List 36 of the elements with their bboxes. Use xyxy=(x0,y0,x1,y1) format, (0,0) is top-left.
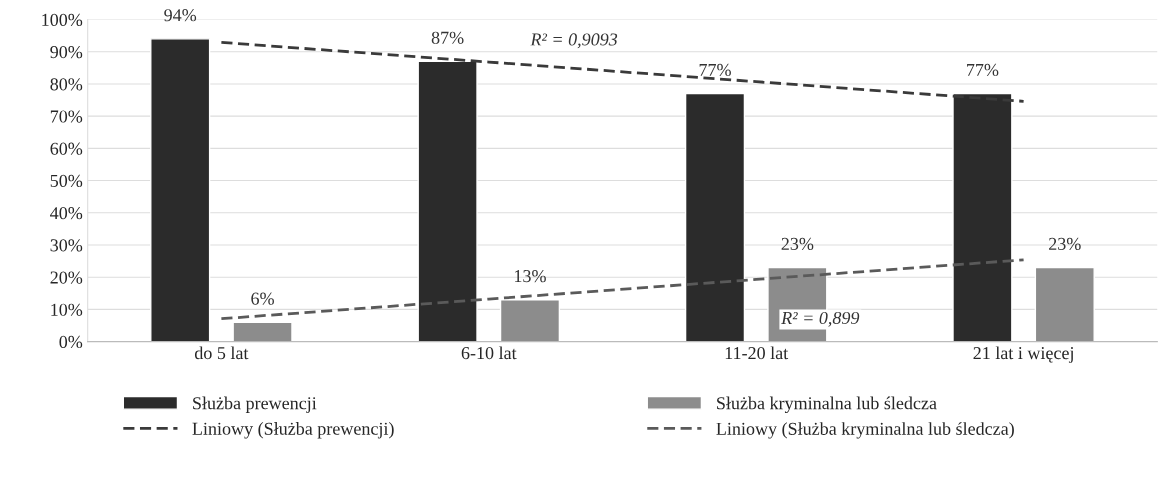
annotation: R² = 0,899 xyxy=(781,311,860,327)
y-tick-label: 40% xyxy=(50,207,83,220)
bar xyxy=(684,92,746,342)
y-tick-label: 0% xyxy=(59,335,83,349)
data-label: 94% xyxy=(164,9,197,22)
data-label: 77% xyxy=(967,63,999,77)
annotation: R² = 0,9093 xyxy=(530,33,618,49)
data-label: 23% xyxy=(781,237,814,251)
y-tick-label: 10% xyxy=(51,303,83,316)
data-label: 87% xyxy=(431,31,464,44)
legend-label: Liniowy (Służba prewencji) xyxy=(192,422,394,439)
x-tick-label: 11-20 lat xyxy=(725,346,789,360)
bar xyxy=(232,321,293,342)
y-tick-label: 50% xyxy=(50,174,83,188)
x-tick-label: 21 lat i więcej xyxy=(973,346,1073,363)
x-tick-label: 6-10 lat xyxy=(461,346,517,360)
y-tick-label: 20% xyxy=(50,271,83,284)
bar xyxy=(1034,266,1095,342)
data-label: 6% xyxy=(251,292,274,305)
y-tick-label: 30% xyxy=(50,239,83,252)
y-tick-label: 90% xyxy=(50,45,83,59)
x-tick-label: do 5 lat xyxy=(194,346,249,360)
bar xyxy=(952,92,1013,342)
data-label: 13% xyxy=(515,269,546,283)
y-tick-label: 100% xyxy=(42,13,83,27)
legend-label: Liniowy (Służba kryminalna lub śledcza) xyxy=(716,422,1014,439)
legend-label: Służba prewencji xyxy=(193,396,317,413)
data-label: 23% xyxy=(1049,237,1081,251)
y-tick-label: 60% xyxy=(50,142,83,155)
y-tick-label: 70% xyxy=(50,110,83,123)
legend-label: Służba kryminalna lub śledcza xyxy=(717,396,937,414)
data-label: 77% xyxy=(699,63,731,77)
bar xyxy=(499,299,561,342)
bar xyxy=(417,60,478,342)
bar xyxy=(150,38,211,342)
y-tick-label: 80% xyxy=(50,78,83,91)
